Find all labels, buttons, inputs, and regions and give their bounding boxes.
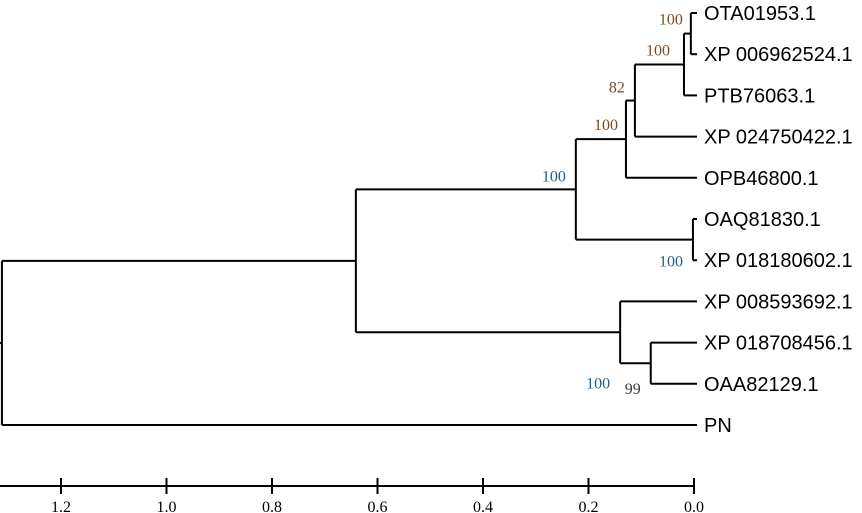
scale-tick-label: 0.4 (473, 499, 493, 513)
taxon-label: PN (704, 415, 732, 437)
taxon-label: XP 018180602.1 (704, 250, 853, 272)
bootstrap-value: 100 (646, 43, 670, 60)
scale-tick-label: 0.6 (368, 499, 388, 513)
scale-tick-label: 0.8 (262, 499, 282, 513)
bootstrap-value: 82 (609, 80, 625, 97)
bootstrap-value: 99 (625, 381, 641, 398)
taxon-label: XP 006962524.1 (704, 44, 853, 66)
taxon-label: OTA01953.1 (704, 3, 816, 25)
taxon-label: OAA82129.1 (704, 374, 819, 396)
bootstrap-value: 100 (586, 375, 610, 392)
taxon-label: XP 008593692.1 (704, 291, 853, 313)
bootstrap-value: 100 (659, 12, 683, 29)
taxon-label: OAQ81830.1 (704, 209, 821, 231)
scale-tick-label: 0.0 (684, 499, 704, 513)
taxon-label: XP 018708456.1 (704, 333, 853, 355)
taxon-label: OPB46800.1 (704, 168, 819, 190)
bootstrap-value: 100 (594, 117, 618, 134)
bootstrap-value: 100 (659, 254, 683, 271)
scale-tick-label: 1.2 (51, 499, 71, 513)
scale-tick-label: 1.0 (157, 499, 177, 513)
scale-tick-label: 0.2 (579, 499, 599, 513)
taxon-label: PTB76063.1 (704, 85, 815, 107)
taxon-label: XP 024750422.1 (704, 127, 853, 149)
bootstrap-value: 100 (542, 168, 566, 185)
